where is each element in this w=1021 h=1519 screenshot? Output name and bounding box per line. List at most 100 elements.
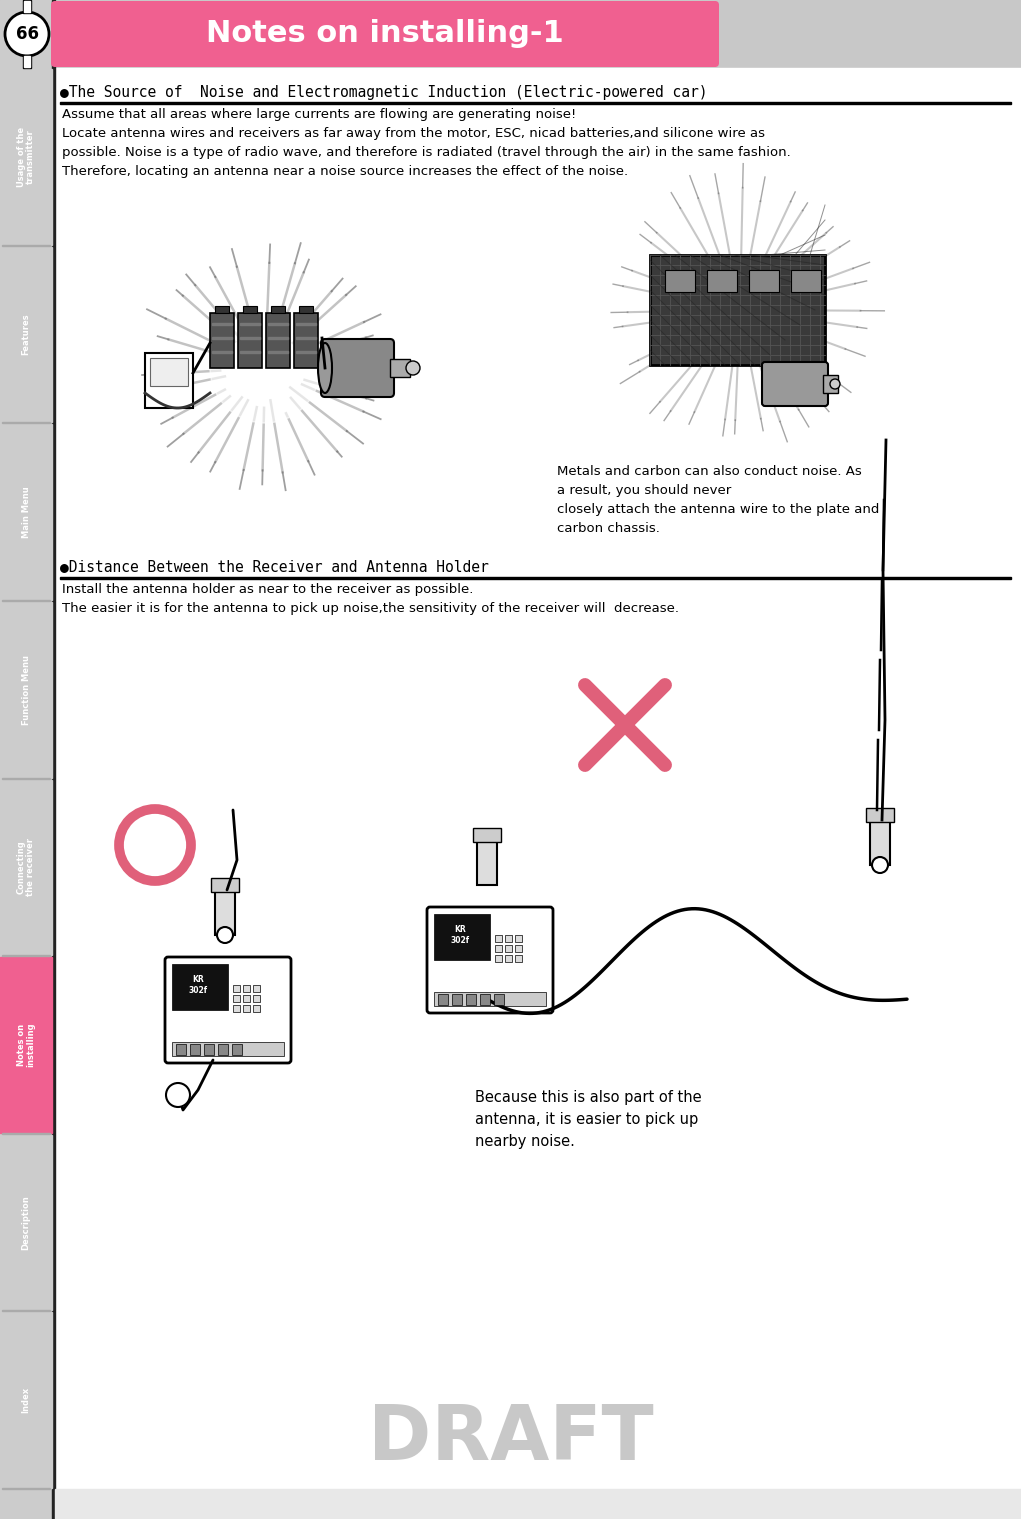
Bar — [299, 305, 313, 313]
Text: Function Menu: Function Menu — [21, 655, 31, 725]
Text: Metals and carbon can also conduct noise. As: Metals and carbon can also conduct noise… — [557, 465, 862, 478]
Bar — [515, 936, 522, 942]
Bar — [268, 351, 288, 352]
Bar — [495, 945, 502, 952]
Bar — [176, 1044, 186, 1056]
Bar — [204, 1044, 214, 1056]
Bar — [480, 993, 490, 1006]
Bar — [296, 351, 317, 352]
Text: Assume that all areas where large currents are flowing are generating noise!: Assume that all areas where large curren… — [62, 108, 576, 122]
Bar — [452, 993, 461, 1006]
Circle shape — [406, 362, 420, 375]
Text: Main Menu: Main Menu — [21, 486, 31, 538]
Bar — [23, 55, 31, 68]
Bar — [268, 337, 288, 339]
Bar — [215, 305, 229, 313]
Bar — [665, 270, 695, 292]
Bar — [172, 1042, 284, 1056]
Bar — [505, 955, 512, 962]
Text: Features: Features — [21, 313, 31, 355]
Circle shape — [217, 927, 233, 943]
FancyBboxPatch shape — [427, 907, 553, 1013]
Bar — [0, 1135, 52, 1311]
Bar — [823, 375, 838, 393]
Bar — [505, 936, 512, 942]
Text: closely attach the antenna wire to the plate and: closely attach the antenna wire to the p… — [557, 503, 879, 516]
Bar — [707, 270, 737, 292]
Text: ●The Source of  Noise and Electromagnetic Induction (Electric-powered car): ●The Source of Noise and Electromagnetic… — [60, 85, 708, 100]
Bar — [240, 337, 260, 339]
Bar — [271, 305, 285, 313]
Circle shape — [210, 313, 320, 422]
Bar — [218, 1044, 228, 1056]
Bar — [23, 0, 31, 14]
Bar — [25, 56, 30, 67]
Text: possible. Noise is a type of radio wave, and therefore is radiated (travel throu: possible. Noise is a type of radio wave,… — [62, 146, 790, 159]
Bar — [268, 324, 288, 325]
Bar — [390, 358, 410, 377]
Text: The easier it is for the antenna to pick up noise,the sensitivity of the receive: The easier it is for the antenna to pick… — [62, 602, 679, 615]
FancyBboxPatch shape — [762, 362, 828, 406]
Bar — [238, 313, 262, 368]
Circle shape — [830, 380, 840, 389]
Circle shape — [5, 12, 49, 56]
Bar — [0, 957, 52, 1133]
Bar — [0, 0, 1021, 68]
Bar — [294, 313, 318, 368]
Bar — [515, 955, 522, 962]
FancyBboxPatch shape — [51, 2, 719, 67]
Bar — [650, 255, 825, 365]
Bar — [145, 352, 193, 409]
Bar — [0, 68, 52, 245]
Bar — [172, 965, 228, 1010]
Bar — [253, 984, 260, 992]
Bar — [232, 1044, 242, 1056]
Circle shape — [166, 1083, 190, 1107]
Bar — [243, 1006, 250, 1012]
Bar — [233, 995, 240, 1003]
Bar — [494, 993, 504, 1006]
FancyBboxPatch shape — [165, 957, 291, 1063]
Circle shape — [235, 339, 295, 398]
Bar — [240, 351, 260, 352]
Bar — [233, 1006, 240, 1012]
Bar — [210, 313, 234, 368]
Bar — [505, 945, 512, 952]
Bar — [434, 914, 490, 960]
Text: KR
302f: KR 302f — [189, 975, 207, 995]
Bar — [0, 424, 52, 600]
FancyBboxPatch shape — [321, 339, 394, 396]
Ellipse shape — [318, 343, 332, 393]
Text: Index: Index — [21, 1387, 31, 1413]
Bar — [253, 995, 260, 1003]
Bar — [25, 2, 30, 12]
Bar — [434, 992, 546, 1006]
Bar — [243, 305, 257, 313]
Bar — [212, 351, 232, 352]
Text: Because this is also part of the: Because this is also part of the — [475, 1091, 701, 1104]
Bar — [212, 324, 232, 325]
Text: Install the antenna holder as near to the receiver as possible.: Install the antenna holder as near to th… — [62, 583, 474, 595]
Bar — [438, 993, 448, 1006]
Bar — [477, 840, 497, 886]
Bar — [0, 0, 52, 1519]
Bar — [791, 270, 821, 292]
Circle shape — [872, 857, 888, 873]
Bar — [215, 890, 235, 936]
Bar — [233, 984, 240, 992]
Bar — [473, 828, 501, 842]
Bar — [253, 1006, 260, 1012]
Bar — [150, 358, 188, 386]
Bar — [243, 995, 250, 1003]
Text: ●Distance Between the Receiver and Antenna Holder: ●Distance Between the Receiver and Anten… — [60, 561, 489, 576]
Bar — [0, 602, 52, 778]
Text: a result, you should never: a result, you should never — [557, 485, 731, 497]
Text: KR
302f: KR 302f — [450, 925, 470, 945]
Text: nearby noise.: nearby noise. — [475, 1135, 575, 1148]
Text: Notes on installing-1: Notes on installing-1 — [206, 20, 564, 49]
Bar — [749, 270, 779, 292]
Text: Notes on
installing: Notes on installing — [16, 1022, 36, 1068]
Bar — [212, 337, 232, 339]
Bar — [866, 808, 894, 822]
Bar — [515, 945, 522, 952]
